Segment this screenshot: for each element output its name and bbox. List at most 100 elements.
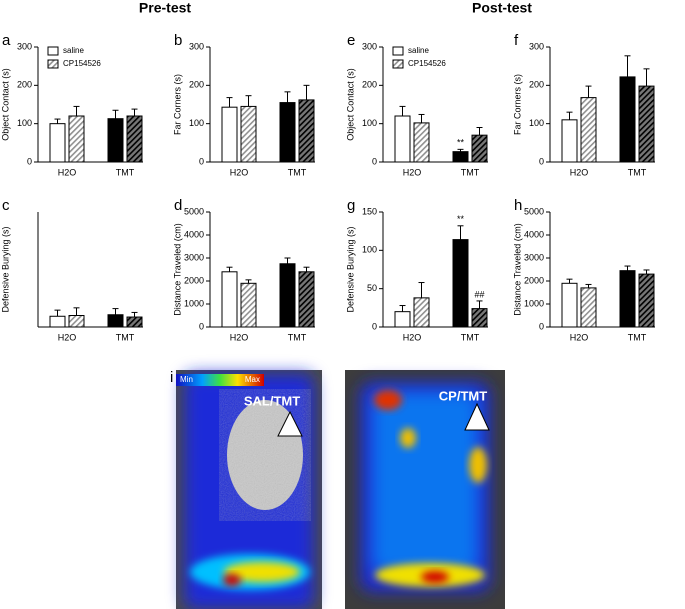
y-tick-label: 300 (362, 41, 377, 51)
bar (638, 273, 655, 328)
y-tick-label: 100 (362, 245, 377, 255)
bar (561, 282, 578, 328)
panel-letter: h (514, 197, 522, 214)
bar (452, 151, 469, 163)
bar (107, 314, 124, 328)
x-tick-label: TMT (461, 332, 480, 342)
legend-label: CP154526 (63, 59, 101, 68)
legend-swatch (47, 59, 59, 69)
panel-letter: b (174, 32, 182, 49)
x-tick-label: H2O (403, 332, 422, 342)
x-tick-label: H2O (58, 167, 77, 177)
x-tick-label: TMT (461, 167, 480, 177)
y-tick-label: 1000 (184, 298, 204, 308)
y-tick-label: 300 (17, 41, 32, 51)
bar (619, 270, 636, 328)
bar (240, 282, 257, 328)
legend-swatch (392, 46, 404, 56)
header: Pre-test (139, 0, 191, 16)
bar (68, 115, 85, 163)
x-tick-label: TMT (288, 167, 307, 177)
y-axis-label: Far Corners (s) (172, 74, 182, 135)
bar (221, 106, 238, 163)
bar (126, 316, 143, 328)
heat-field (372, 392, 478, 572)
bar (471, 308, 488, 328)
y-tick-label: 2000 (524, 275, 544, 285)
bar (49, 123, 66, 163)
y-tick-label: 0 (199, 156, 204, 166)
bar (107, 118, 124, 163)
bar (221, 271, 238, 328)
bar (394, 115, 411, 163)
y-tick-label: 100 (17, 118, 32, 128)
y-tick-label: 50 (367, 283, 377, 293)
x-tick-label: H2O (230, 167, 249, 177)
x-tick-label: TMT (628, 332, 647, 342)
heatmap-label: SAL/TMT (244, 393, 300, 408)
bar (298, 99, 315, 163)
colorbar (176, 374, 264, 386)
bar (126, 115, 143, 163)
y-tick-label: 100 (189, 118, 204, 128)
odor-marker (464, 402, 490, 431)
bar (240, 105, 257, 163)
y-tick-label: 300 (189, 41, 204, 51)
heatmap-label: CP/TMT (439, 388, 487, 403)
colorbar-max: Max (245, 375, 260, 384)
heat-spot (421, 571, 449, 583)
y-tick-label: 2000 (184, 275, 204, 285)
y-tick-label: 300 (529, 41, 544, 51)
heat-spot (400, 428, 416, 448)
y-axis-label: Defensive Burying (s) (0, 226, 10, 312)
x-tick-label: H2O (570, 167, 589, 177)
x-tick-label: TMT (288, 332, 307, 342)
y-tick-label: 0 (27, 156, 32, 166)
y-tick-label: 5000 (524, 206, 544, 216)
bar (471, 134, 488, 163)
significance: ** (457, 214, 465, 224)
x-tick-label: H2O (570, 332, 589, 342)
odor-marker (277, 410, 303, 437)
x-tick-label: TMT (116, 332, 135, 342)
y-tick-label: 4000 (184, 229, 204, 239)
panel-letter: f (514, 32, 519, 49)
bar (638, 85, 655, 163)
legend-swatch (392, 59, 404, 69)
bar (279, 263, 296, 328)
bar (49, 315, 66, 328)
y-axis-label: Object Contact (s) (0, 68, 10, 141)
heatmap-panel: i Min Max SAL/TMT CP/TMT (170, 369, 505, 609)
panel-letter: g (347, 197, 355, 214)
y-tick-label: 0 (372, 156, 377, 166)
bar (279, 102, 296, 163)
legend-label: saline (63, 46, 84, 55)
y-tick-label: 0 (539, 321, 544, 331)
y-tick-label: 5000 (184, 206, 204, 216)
y-axis-label: Far Corners (s) (512, 74, 522, 135)
bar (619, 76, 636, 163)
heat-spot (223, 574, 241, 586)
y-tick-label: 0 (539, 156, 544, 166)
panel-letter: i (170, 369, 173, 386)
y-tick-label: 200 (362, 80, 377, 90)
x-tick-label: H2O (58, 332, 77, 342)
y-axis-label: Object Contact (s) (345, 68, 355, 141)
x-tick-label: TMT (628, 167, 647, 177)
y-axis-label: Defensive Burying (s) (345, 226, 355, 312)
bar (452, 239, 469, 328)
y-tick-label: 200 (529, 80, 544, 90)
y-axis-label: Distance Traveled (cm) (512, 223, 522, 316)
y-tick-label: 0 (199, 321, 204, 331)
y-tick-label: 200 (17, 80, 32, 90)
panel-letter: a (2, 32, 11, 49)
x-tick-label: H2O (403, 167, 422, 177)
bar (298, 271, 315, 328)
heat-spot (374, 390, 402, 410)
legend-label: CP154526 (408, 59, 446, 68)
bar (394, 311, 411, 328)
bar (561, 119, 578, 163)
heat-spot (224, 562, 300, 582)
y-tick-label: 0 (372, 321, 377, 331)
